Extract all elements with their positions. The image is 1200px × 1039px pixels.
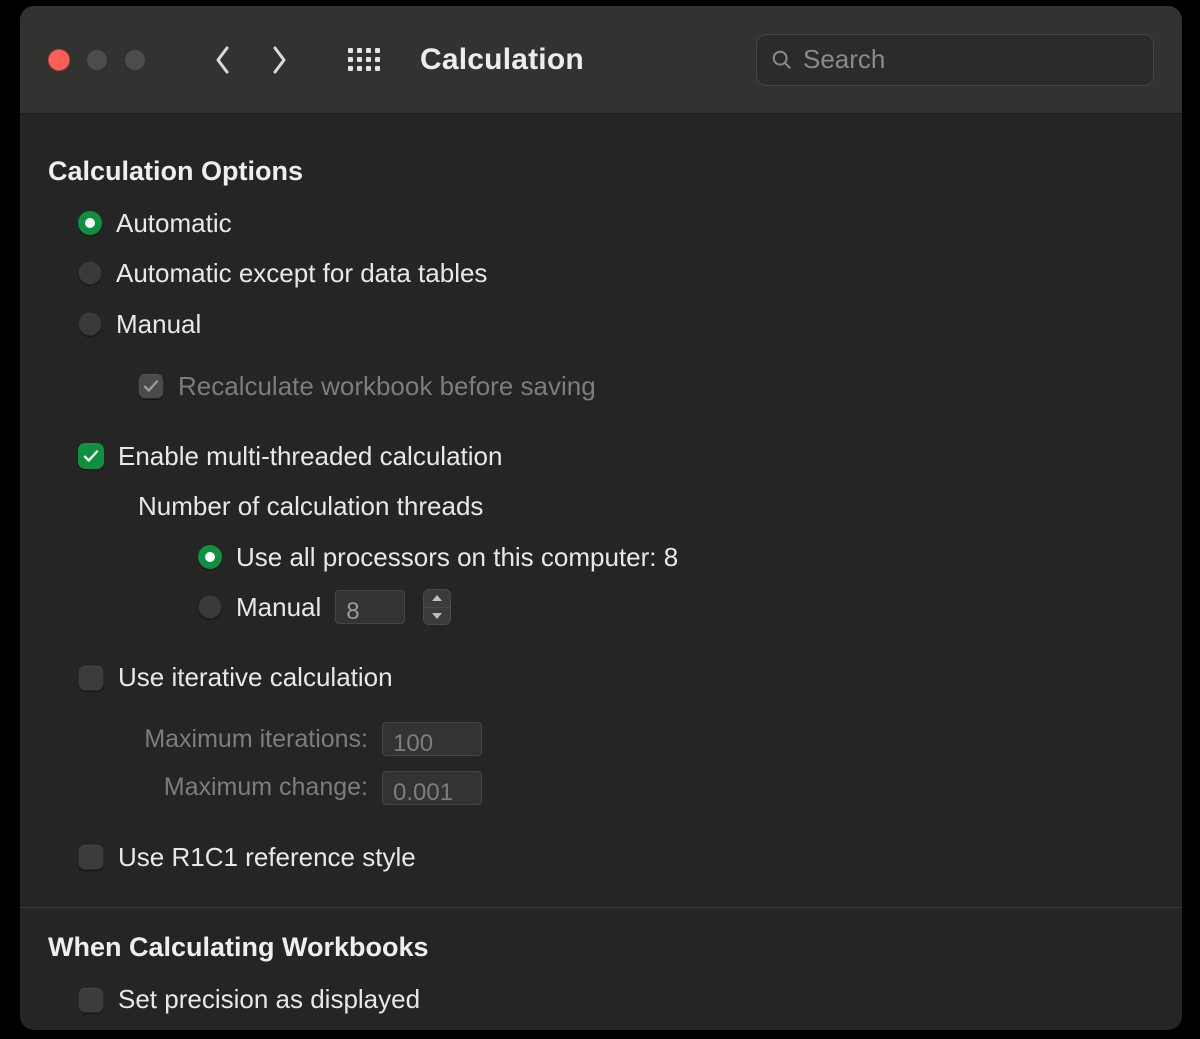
checkbox-label-recalc-before-save: Recalculate workbook before saving: [178, 366, 596, 406]
section-title-calc-options: Calculation Options: [48, 156, 1154, 187]
radio-label-automatic: Automatic: [116, 203, 232, 243]
field-row-max-change: Maximum change: 0.001: [48, 768, 1154, 807]
label-thread-count: Number of calculation threads: [48, 486, 1154, 526]
field-row-max-iterations: Maximum iterations: 100: [48, 720, 1154, 759]
radio-row-auto-except[interactable]: Automatic except for data tables: [48, 253, 1154, 293]
checkbox-label-r1c1: Use R1C1 reference style: [118, 837, 416, 877]
section-title-workbooks: When Calculating Workbooks: [48, 932, 1154, 963]
radio-label-manual: Manual: [116, 304, 201, 344]
checkbox-label-precision: Set precision as displayed: [118, 979, 420, 1019]
search-icon: [771, 49, 793, 71]
checkbox-multithread[interactable]: [78, 443, 104, 469]
forward-button[interactable]: [264, 40, 294, 80]
radio-row-automatic[interactable]: Automatic: [48, 203, 1154, 243]
radio-automatic[interactable]: [78, 211, 102, 235]
radio-manual-threads[interactable]: [198, 595, 222, 619]
stepper-down[interactable]: [424, 607, 450, 625]
titlebar: Calculation: [20, 6, 1182, 114]
show-all-button[interactable]: [344, 40, 384, 80]
radio-row-manual-threads[interactable]: Manual 8: [48, 587, 1154, 627]
checkbox-precision[interactable]: [78, 987, 104, 1013]
chevron-down-icon: [431, 612, 443, 620]
checkbox-row-precision[interactable]: Set precision as displayed: [48, 979, 1154, 1019]
check-icon: [142, 377, 160, 395]
checkbox-label-iterative: Use iterative calculation: [118, 657, 393, 697]
section-divider: [20, 907, 1182, 908]
stepper-up[interactable]: [424, 590, 450, 607]
processor-count: 8: [664, 542, 678, 572]
checkbox-row-r1c1[interactable]: Use R1C1 reference style: [48, 837, 1154, 877]
nav-controls: [208, 40, 402, 80]
zoom-window-button[interactable]: [124, 49, 146, 71]
checkbox-row-iterative[interactable]: Use iterative calculation: [48, 657, 1154, 697]
back-button[interactable]: [208, 40, 238, 80]
window-controls: [48, 49, 146, 71]
radio-label-manual-threads: Manual: [236, 587, 321, 627]
radio-auto-except[interactable]: [78, 261, 102, 285]
check-icon: [82, 447, 100, 465]
input-max-change[interactable]: 0.001: [382, 771, 482, 805]
checkbox-row-recalc-before-save: Recalculate workbook before saving: [48, 366, 1154, 406]
checkbox-iterative[interactable]: [78, 665, 104, 691]
radio-row-manual[interactable]: Manual: [48, 304, 1154, 344]
preferences-body: Calculation Options Automatic Automatic …: [20, 114, 1182, 1030]
checkbox-r1c1[interactable]: [78, 844, 104, 870]
label-max-change: Maximum change:: [78, 768, 368, 807]
input-max-iterations[interactable]: 100: [382, 722, 482, 756]
preferences-window: Calculation Calculation Options Automati…: [20, 6, 1182, 1030]
radio-row-use-all-processors[interactable]: Use all processors on this computer: 8: [48, 537, 1154, 577]
label-max-iterations: Maximum iterations:: [78, 720, 368, 759]
search-input[interactable]: [803, 44, 1139, 75]
close-window-button[interactable]: [48, 49, 70, 71]
chevron-left-icon: [215, 46, 231, 74]
search-field[interactable]: [756, 34, 1154, 86]
chevron-up-icon: [431, 594, 443, 602]
window-title: Calculation: [420, 43, 584, 77]
radio-label-auto-except: Automatic except for data tables: [116, 253, 487, 293]
stepper-manual-threads[interactable]: [423, 589, 451, 625]
input-manual-threads[interactable]: 8: [335, 590, 405, 624]
radio-label-use-all-processors: Use all processors on this computer:: [236, 542, 664, 572]
checkbox-recalc-before-save: [138, 373, 164, 399]
checkbox-label-multithread: Enable multi-threaded calculation: [118, 436, 502, 476]
radio-manual[interactable]: [78, 312, 102, 336]
grid-icon: [348, 48, 380, 71]
minimize-window-button[interactable]: [86, 49, 108, 71]
radio-use-all-processors[interactable]: [198, 545, 222, 569]
chevron-right-icon: [271, 46, 287, 74]
checkbox-row-multithread[interactable]: Enable multi-threaded calculation: [48, 436, 1154, 476]
